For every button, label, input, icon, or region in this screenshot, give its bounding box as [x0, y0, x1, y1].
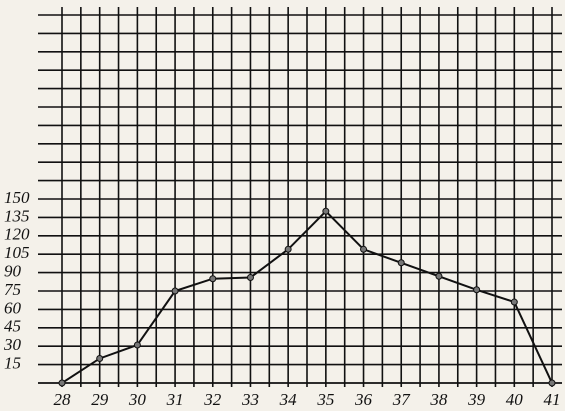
x-tick-label: 37 — [392, 390, 412, 409]
x-tick-label: 41 — [544, 390, 561, 409]
data-point — [58, 379, 66, 387]
x-tick-label: 33 — [241, 390, 259, 409]
data-point — [548, 379, 556, 387]
y-tick-label: 45 — [4, 317, 21, 336]
data-point — [133, 341, 141, 349]
y-tick-label: 90 — [4, 262, 22, 281]
data-point — [96, 354, 104, 362]
data-point — [171, 287, 179, 295]
data-point — [510, 298, 518, 306]
x-tick-label: 31 — [166, 390, 184, 409]
data-point — [397, 259, 405, 267]
x-tick-label: 36 — [354, 390, 373, 409]
data-point — [284, 245, 292, 253]
x-tick-label: 30 — [128, 390, 147, 409]
x-tick-label: 32 — [203, 390, 222, 409]
y-tick-label: 150 — [4, 188, 30, 207]
y-tick-label: 30 — [3, 335, 22, 354]
x-tick-label: 29 — [91, 390, 109, 409]
x-tick-label: 35 — [316, 390, 334, 409]
y-tick-label: 105 — [4, 243, 30, 262]
y-tick-label: 15 — [4, 354, 21, 373]
data-point — [322, 207, 330, 215]
x-tick-label: 40 — [506, 390, 524, 409]
data-point — [473, 286, 481, 294]
data-point — [435, 272, 443, 280]
data-point — [246, 274, 254, 282]
x-tick-label: 38 — [429, 390, 448, 409]
x-tick-label: 39 — [467, 390, 486, 409]
y-tick-label: 75 — [4, 280, 21, 299]
data-point — [209, 275, 217, 283]
y-tick-label: 135 — [4, 206, 30, 225]
data-line — [61, 209, 553, 384]
x-tick-label: 28 — [54, 390, 72, 409]
x-tick-label: 34 — [279, 390, 298, 409]
data-point — [360, 245, 368, 253]
y-tick-label: 120 — [4, 225, 30, 244]
y-tick-label: 60 — [4, 298, 22, 317]
